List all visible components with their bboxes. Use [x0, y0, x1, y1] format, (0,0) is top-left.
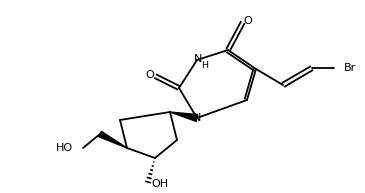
- Text: O: O: [243, 16, 252, 26]
- Text: O: O: [146, 70, 154, 80]
- Polygon shape: [170, 112, 198, 121]
- Text: H: H: [201, 62, 208, 70]
- Text: Br: Br: [344, 63, 356, 73]
- Text: N: N: [194, 54, 202, 64]
- Text: N: N: [193, 113, 201, 123]
- Text: HO: HO: [56, 143, 73, 153]
- Text: OH: OH: [151, 179, 168, 189]
- Polygon shape: [99, 131, 127, 148]
